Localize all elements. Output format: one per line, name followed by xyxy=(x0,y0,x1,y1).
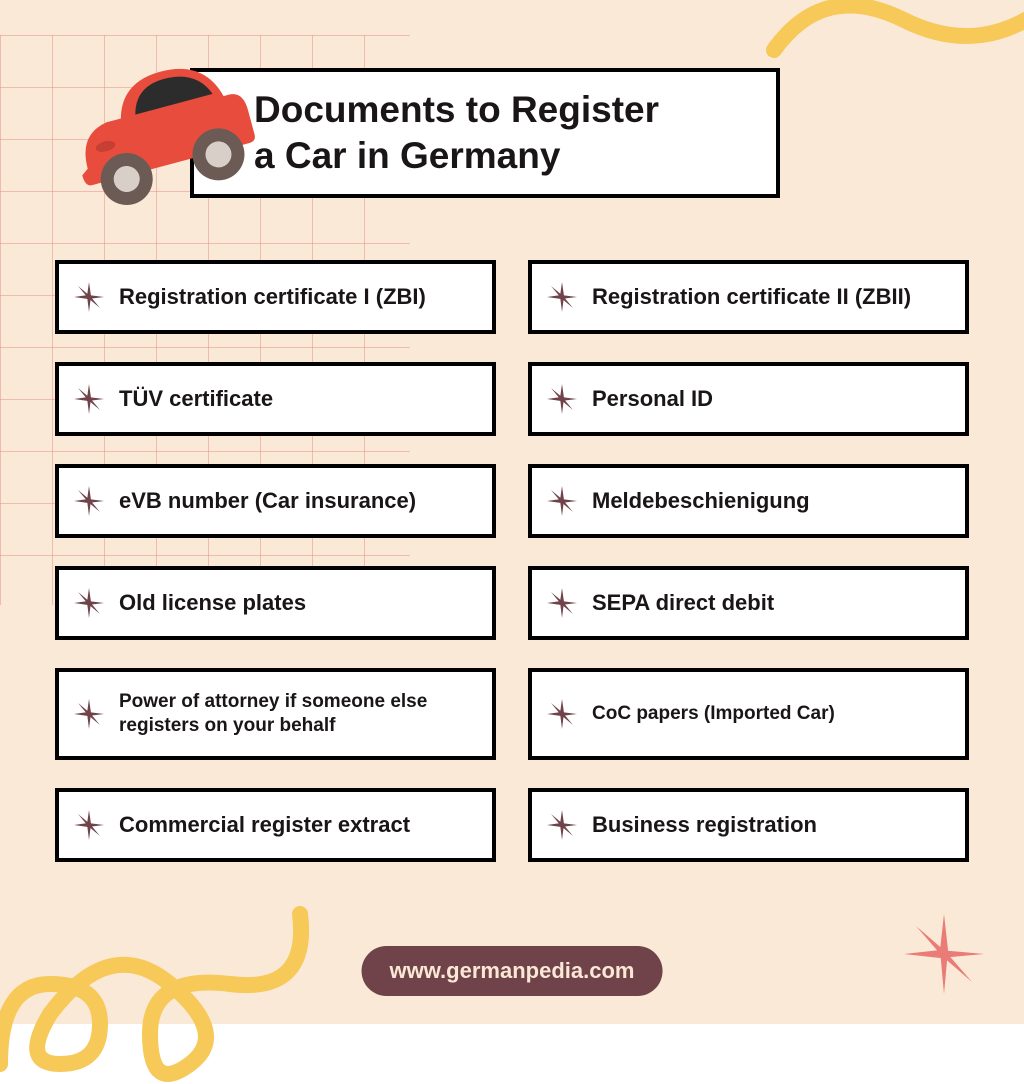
document-item: TÜV certificate xyxy=(55,362,496,436)
document-item-label: Personal ID xyxy=(592,385,713,413)
footer-url: www.germanpedia.com xyxy=(362,946,663,996)
document-item-label: Commercial register extract xyxy=(119,811,410,839)
squiggle-top-decoration xyxy=(764,0,1024,110)
right-column: Registration certificate II (ZBII) Person… xyxy=(528,260,969,862)
asterisk-icon xyxy=(546,809,578,841)
document-item-label: CoC papers (Imported Car) xyxy=(592,702,835,726)
star-decoration xyxy=(904,914,984,994)
infographic-canvas: Documents to Register a Car in Germany R… xyxy=(0,0,1024,1024)
document-item-label: TÜV certificate xyxy=(119,385,273,413)
asterisk-icon xyxy=(73,485,105,517)
document-item: SEPA direct debit xyxy=(528,566,969,640)
document-item: Registration certificate II (ZBII) xyxy=(528,260,969,334)
document-item: Power of attorney if someone else regist… xyxy=(55,668,496,760)
asterisk-icon xyxy=(73,587,105,619)
document-item-label: Power of attorney if someone else regist… xyxy=(119,690,478,738)
document-item-label: Registration certificate I (ZBI) xyxy=(119,283,426,311)
document-item: Personal ID xyxy=(528,362,969,436)
asterisk-icon xyxy=(546,587,578,619)
asterisk-icon xyxy=(546,485,578,517)
document-item: eVB number (Car insurance) xyxy=(55,464,496,538)
document-item-label: Registration certificate II (ZBII) xyxy=(592,283,911,311)
document-item: CoC papers (Imported Car) xyxy=(528,668,969,760)
document-item-label: Meldebeschienigung xyxy=(592,487,810,515)
asterisk-icon xyxy=(546,383,578,415)
asterisk-icon xyxy=(73,809,105,841)
asterisk-icon xyxy=(73,281,105,313)
document-item-label: SEPA direct debit xyxy=(592,589,774,617)
document-item-label: Old license plates xyxy=(119,589,306,617)
asterisk-icon xyxy=(546,281,578,313)
document-item-label: Business registration xyxy=(592,811,817,839)
page-title: Documents to Register a Car in Germany xyxy=(254,87,659,180)
squiggle-bottom-decoration xyxy=(0,884,320,1084)
document-item: Commercial register extract xyxy=(55,788,496,862)
asterisk-icon xyxy=(73,698,105,730)
asterisk-icon xyxy=(73,383,105,415)
document-columns: Registration certificate I (ZBI) TÜV cert… xyxy=(55,260,969,862)
left-column: Registration certificate I (ZBI) TÜV cert… xyxy=(55,260,496,862)
document-item: Old license plates xyxy=(55,566,496,640)
title-box: Documents to Register a Car in Germany xyxy=(190,68,780,198)
document-item: Business registration xyxy=(528,788,969,862)
document-item: Meldebeschienigung xyxy=(528,464,969,538)
asterisk-icon xyxy=(546,698,578,730)
document-item: Registration certificate I (ZBI) xyxy=(55,260,496,334)
document-item-label: eVB number (Car insurance) xyxy=(119,487,416,515)
